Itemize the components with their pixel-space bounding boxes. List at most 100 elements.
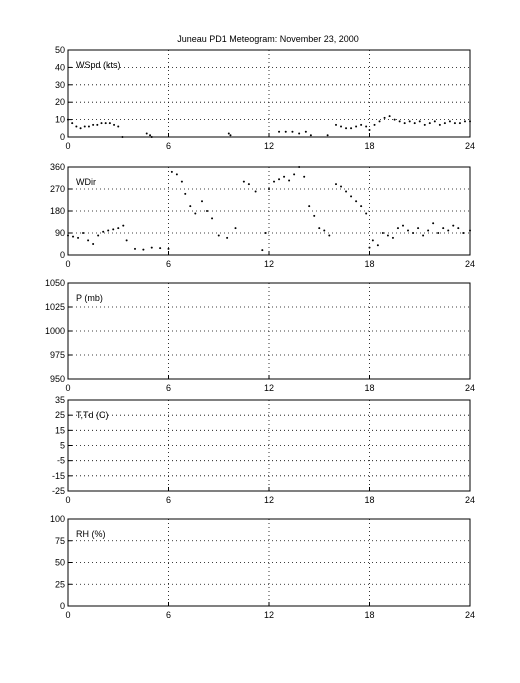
data-point [457, 227, 460, 230]
data-point [194, 212, 197, 215]
data-point [170, 170, 173, 173]
y-tick-label: 0 [60, 601, 65, 611]
x-tick-label: 18 [364, 495, 374, 505]
data-point [117, 125, 120, 128]
data-point [309, 134, 312, 137]
data-point [113, 123, 116, 126]
data-point [107, 229, 110, 232]
data-point [368, 129, 371, 132]
data-point [408, 120, 411, 123]
y-tick-label: 5 [60, 441, 65, 451]
data-point [383, 116, 386, 119]
x-tick-label: 24 [465, 610, 475, 620]
data-point [104, 122, 107, 125]
y-tick-label: 270 [50, 184, 65, 194]
data-point [206, 210, 209, 212]
data-point [427, 229, 430, 232]
x-tick-label: 12 [264, 383, 274, 393]
data-point [378, 120, 381, 123]
data-point [345, 190, 348, 193]
data-point [448, 120, 451, 123]
y-tick-label: 0 [60, 132, 65, 142]
x-tick-label: 0 [65, 141, 70, 151]
data-point [108, 122, 111, 125]
y-tick-label: 40 [55, 62, 65, 72]
data-point [278, 130, 281, 133]
data-point [149, 134, 152, 137]
data-point [398, 120, 401, 123]
y-tick-label: 0 [60, 250, 65, 260]
x-tick-label: 24 [465, 495, 475, 505]
data-point [308, 205, 311, 208]
x-tick-label: 6 [166, 383, 171, 393]
panel-label: RH (%) [76, 529, 106, 539]
data-point [92, 243, 95, 245]
data-point [145, 132, 148, 135]
data-point [340, 125, 343, 128]
data-point [393, 118, 396, 121]
data-point [82, 232, 85, 234]
y-tick-label: 360 [50, 162, 65, 172]
data-point [350, 195, 353, 198]
x-tick-label: 24 [465, 383, 475, 393]
y-tick-label: 1000 [45, 326, 65, 336]
data-point [234, 227, 237, 230]
data-point [189, 205, 192, 208]
data-point [355, 200, 358, 203]
x-tick-label: 12 [264, 610, 274, 620]
y-tick-label: 30 [55, 80, 65, 90]
y-tick-label: 950 [50, 374, 65, 384]
data-point [211, 217, 214, 220]
data-point [167, 247, 170, 250]
data-point [462, 232, 465, 234]
data-point [458, 122, 461, 125]
x-tick-label: 12 [264, 141, 274, 151]
data-point [201, 200, 203, 203]
data-point [355, 125, 358, 128]
data-point [433, 120, 436, 123]
data-point [453, 122, 456, 125]
y-tick-label: 15 [55, 425, 65, 435]
data-point [371, 239, 374, 242]
data-point [268, 188, 270, 190]
data-point [350, 127, 353, 130]
panel-1: 0 6 12 18 24 0 90 180 270 360 WDir [50, 162, 475, 269]
x-tick-label: 12 [264, 495, 274, 505]
panel-axes-box [67, 49, 471, 138]
data-point [463, 120, 466, 123]
panel-3: 0 6 12 18 24 -25 -15 -5 5 15 25 35 T,Td (C) [52, 395, 475, 505]
x-tick-label: 0 [65, 383, 70, 393]
data-point [227, 132, 230, 135]
data-point [159, 247, 162, 250]
data-point [365, 125, 368, 128]
figure-title: Juneau PD1 Meteogram: November 23, 2000 [177, 34, 359, 44]
y-tick-label: 50 [55, 558, 65, 568]
data-point [407, 229, 410, 232]
x-tick-label: 24 [465, 141, 475, 151]
data-point [368, 246, 371, 249]
data-point [328, 234, 331, 237]
panel-4: 0 6 12 18 24 0 25 50 75 100 RH (%) [50, 514, 475, 620]
y-tick-label: -5 [57, 456, 65, 466]
data-point [112, 228, 115, 231]
data-point [396, 227, 399, 230]
data-point [381, 232, 384, 234]
data-point [469, 120, 471, 123]
data-point [447, 229, 450, 232]
x-tick-label: 6 [166, 259, 171, 269]
data-point [226, 236, 229, 239]
data-point [184, 192, 187, 195]
data-point [418, 120, 421, 123]
data-point [304, 130, 307, 133]
y-tick-label: 35 [55, 395, 65, 405]
data-point [428, 122, 431, 125]
y-tick-label: 180 [50, 206, 65, 216]
data-point [102, 230, 105, 233]
panel-0: 0 6 12 18 24 0 10 20 30 40 50 WSpd (kts) [55, 45, 475, 151]
y-tick-label: 20 [55, 97, 65, 107]
y-tick-label: -15 [52, 471, 65, 481]
data-point [67, 118, 69, 121]
data-point [284, 130, 287, 133]
data-point [180, 180, 183, 183]
